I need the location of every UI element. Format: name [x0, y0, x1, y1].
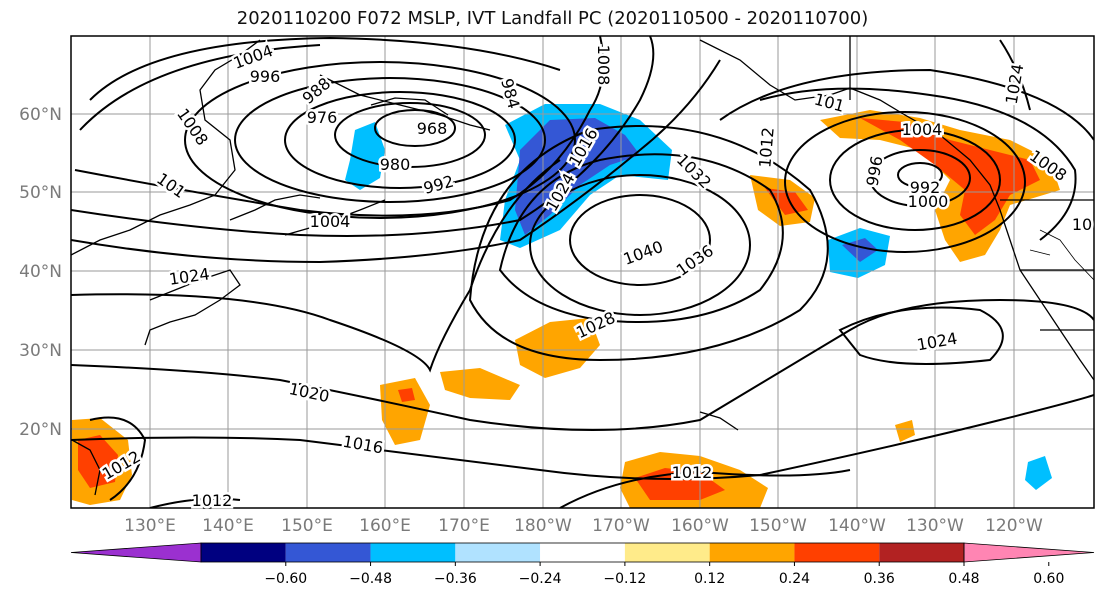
- lon-label: 140°W: [828, 516, 886, 536]
- isobar-label: 1008: [594, 45, 613, 86]
- colorbar-extend-low: [70, 542, 202, 563]
- lon-label: 140°E: [202, 516, 254, 536]
- colorbar-segment: [879, 543, 964, 562]
- colorbar-tick-label: 0.24: [779, 571, 810, 587]
- lat-label: 30°N: [19, 341, 62, 361]
- colorbar-segment: [285, 543, 371, 562]
- colorbar-tick-label: −0.36: [434, 571, 477, 587]
- isobar-label: 1004: [902, 120, 943, 139]
- neg-anomaly-small: [345, 122, 385, 190]
- colorbar-segment: [624, 543, 710, 562]
- colorbar-extend-high: [963, 542, 1095, 563]
- lon-label: 150°E: [281, 516, 333, 536]
- colorbar-tick-label: 0.36: [864, 571, 895, 587]
- map-title: 2020110200 F072 MSLP, IVT Landfall PC (2…: [236, 8, 869, 29]
- lon-label: 160°E: [359, 516, 411, 536]
- isobar-label: 1012: [192, 491, 233, 510]
- lon-label: 160°W: [671, 516, 729, 536]
- colorbar-tick-label: 0.60: [1033, 571, 1064, 587]
- lat-label: 40°N: [19, 262, 62, 282]
- lon-label: 120°W: [985, 516, 1043, 536]
- colorbar-tick-label: −0.48: [349, 571, 392, 587]
- isobar-label: 968: [417, 119, 448, 138]
- neg-anomaly-se: [1025, 456, 1052, 490]
- colorbar-segment: [540, 543, 625, 562]
- isobars: [71, 36, 1094, 508]
- isobar-label: 1004: [310, 212, 351, 231]
- isobar-label: 976: [307, 108, 338, 127]
- lon-label: 150°W: [749, 516, 807, 536]
- colorbar-tick-label: −0.12: [603, 571, 646, 587]
- coastlines: [71, 36, 1094, 496]
- colorbar-segment: [709, 543, 795, 562]
- pos-anomaly-28n-core: [398, 388, 415, 402]
- colorbar-tick-label: −0.60: [264, 571, 307, 587]
- pos-anomaly-30n: [515, 318, 600, 378]
- colorbar: −0.60 −0.48 −0.36 −0.24 −0.12 0.12 0.24 0.36 0.4…: [70, 542, 1095, 587]
- lon-label: 170°W: [592, 516, 650, 536]
- lon-label: 180°W: [514, 516, 572, 536]
- pos-anomaly-30n-b: [440, 368, 520, 400]
- isobar-label: 1000: [908, 192, 949, 211]
- isobar-label: 996: [250, 67, 281, 86]
- isobar-label: 992: [910, 178, 941, 197]
- isobar-label: 10: [1072, 215, 1092, 234]
- colorbar-frame: [200, 542, 965, 563]
- pos-anomaly-speck: [895, 420, 915, 442]
- pos-anomaly-gulf-core: [860, 118, 1040, 235]
- pos-anomaly-mid-core: [765, 188, 808, 215]
- colorbar-tick-label: −0.24: [519, 571, 562, 587]
- lon-label: 130°E: [124, 516, 176, 536]
- colorbar-tick-label: 0.48: [948, 571, 979, 587]
- lat-label: 50°N: [19, 183, 62, 203]
- lat-label: 60°N: [19, 105, 62, 125]
- map-border: [70, 35, 1095, 509]
- pos-anomaly-28n: [380, 378, 430, 445]
- lon-labels: 130°E 140°E 150°E 160°E 170°E 180°W 170°…: [124, 516, 1043, 536]
- colorbar-segment: [455, 543, 541, 562]
- colorbar-segment: [370, 543, 456, 562]
- colorbar-segment: [794, 543, 880, 562]
- isobar-label: 980: [380, 155, 411, 174]
- colorbar-segment: [201, 543, 286, 562]
- isobar-label-group: 1004 996 988 976 968 980 992 1008 101 10…: [96, 38, 1094, 512]
- lon-label: 130°W: [906, 516, 964, 536]
- lon-label: 170°E: [438, 516, 490, 536]
- colorbar-tick-label: 0.12: [694, 571, 725, 587]
- borders: [1029, 229, 1094, 281]
- lat-label: 20°N: [19, 420, 62, 440]
- lat-labels: 60°N 50°N 40°N 30°N 20°N: [19, 105, 62, 440]
- isobar-label: 1012: [672, 463, 713, 482]
- isobar-label: 1012: [755, 126, 777, 168]
